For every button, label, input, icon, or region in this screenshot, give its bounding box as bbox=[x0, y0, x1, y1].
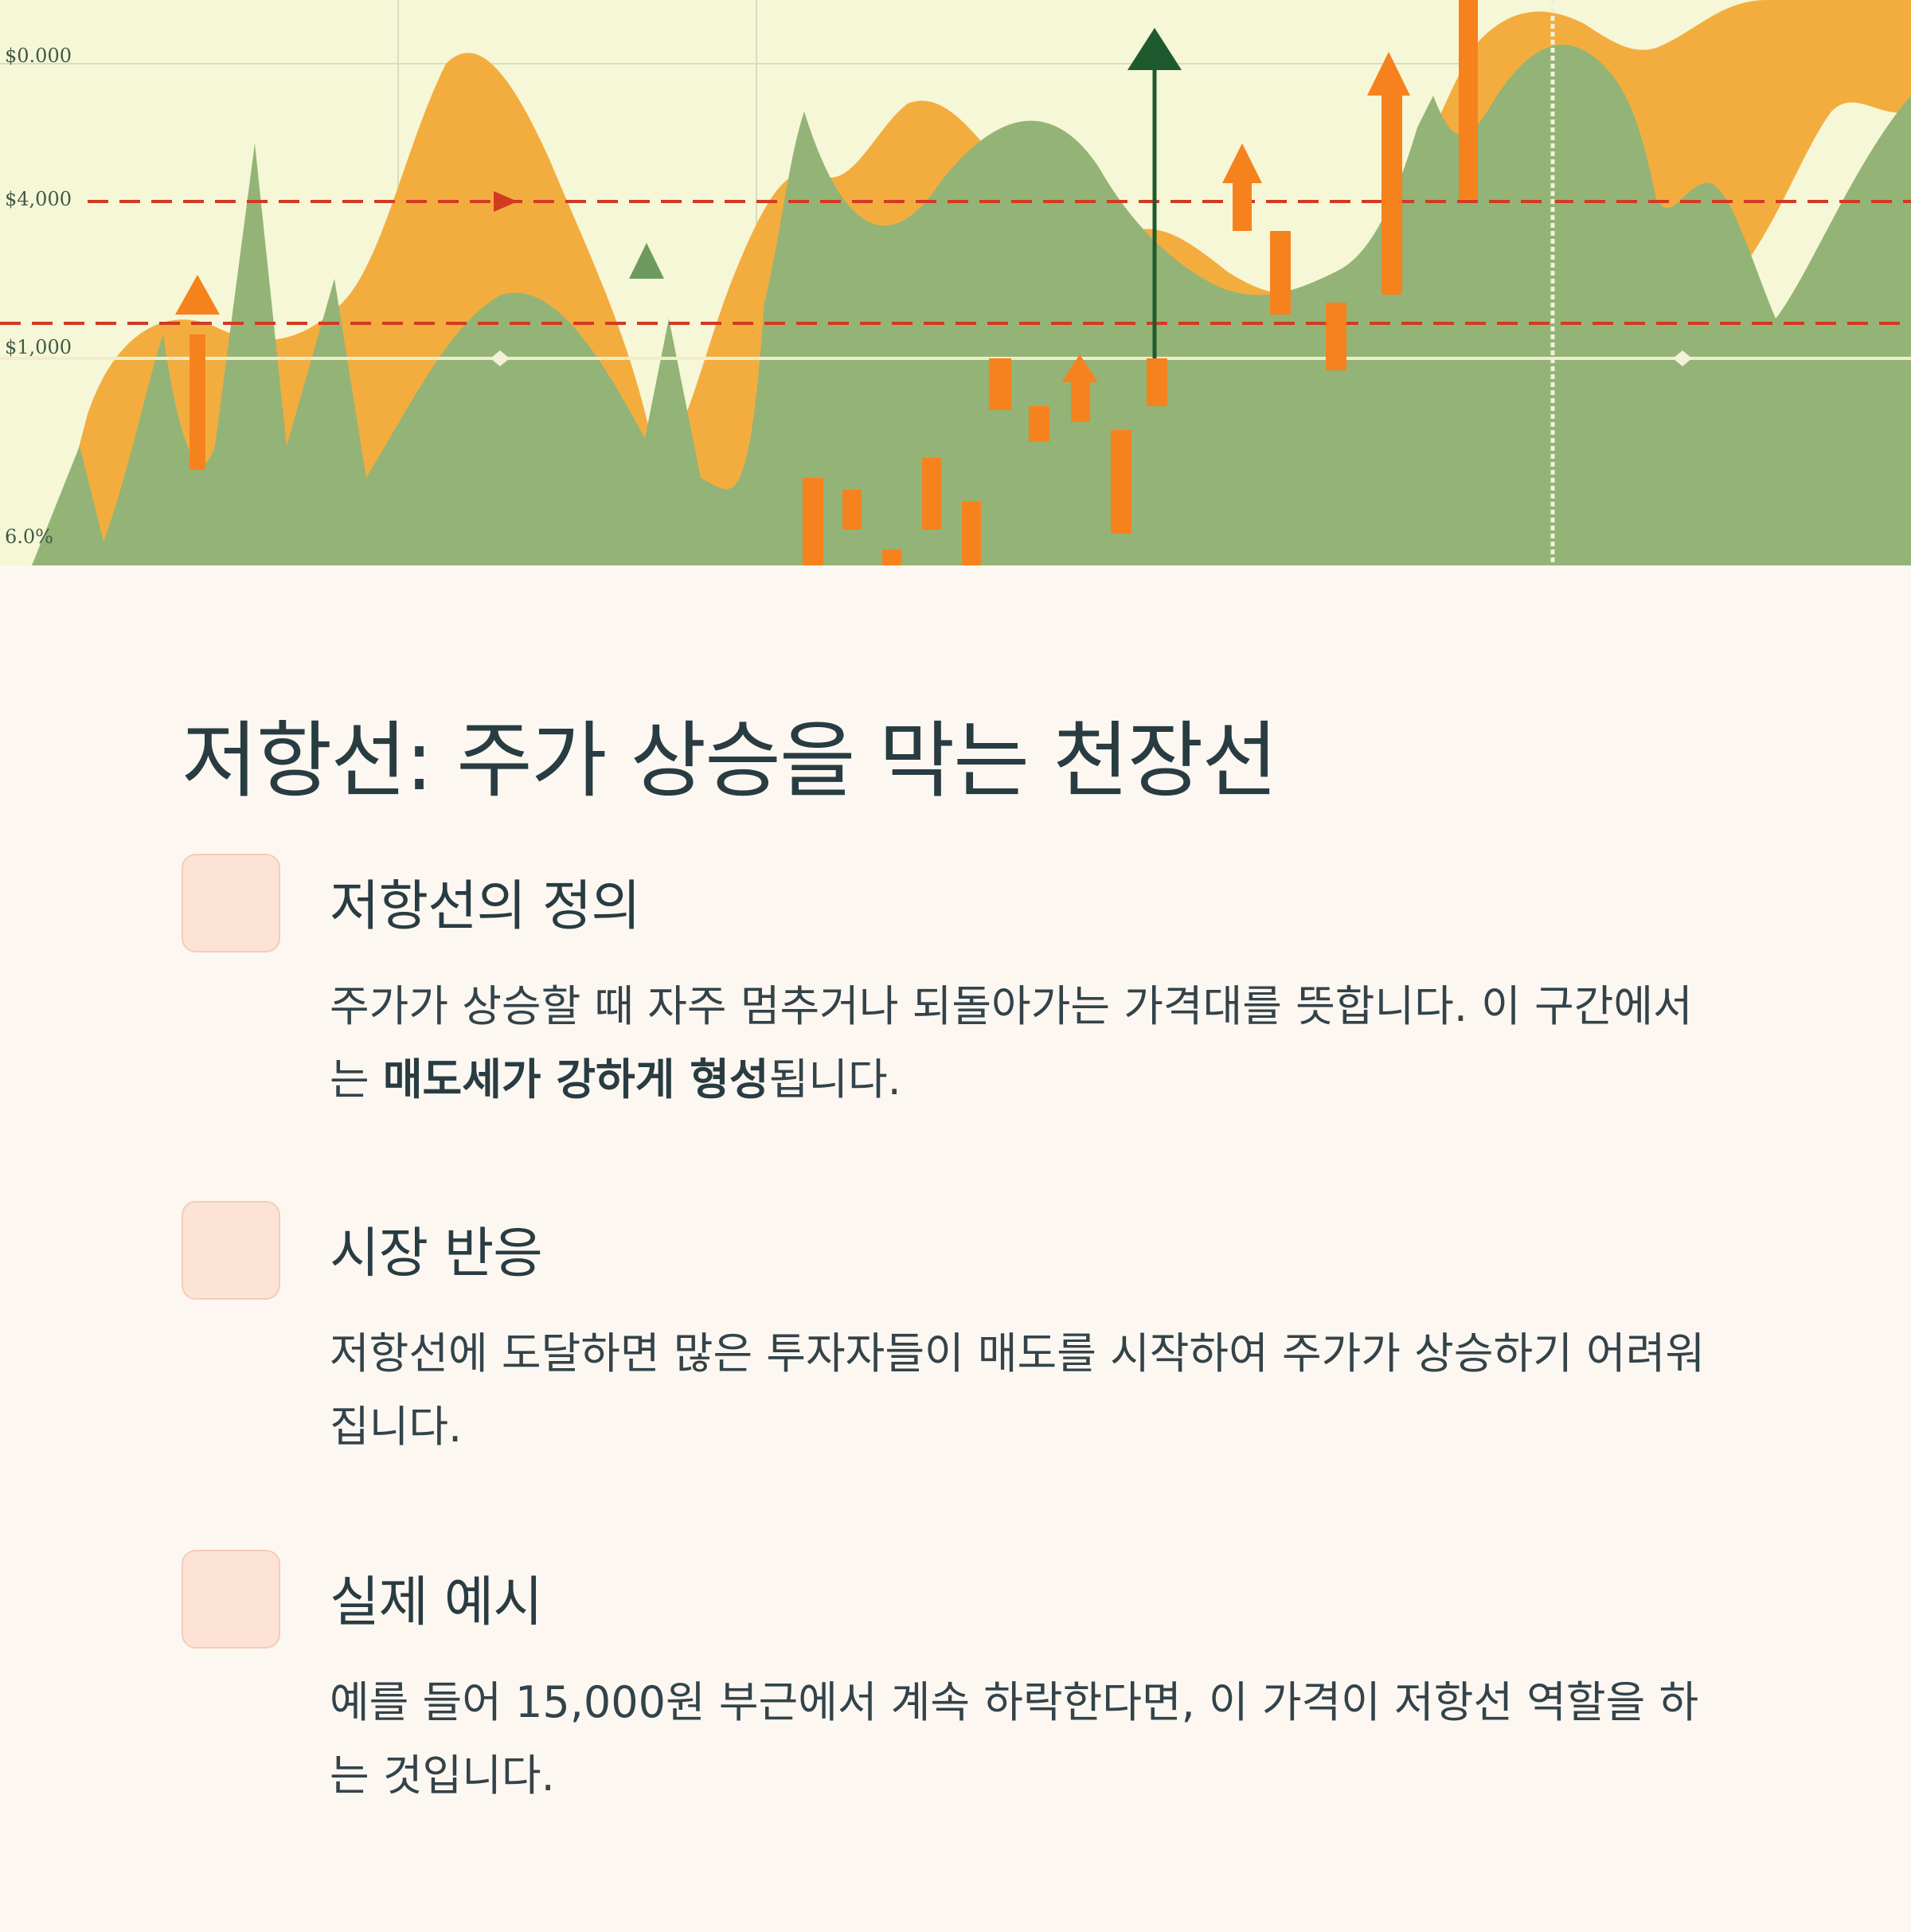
item-body: 저항선에 도달하면 많은 투자자들이 매도를 시작하여 주가가 상승하기 어려워… bbox=[330, 1328, 1706, 1452]
item-market-reaction: 시장 반응 저항선에 도달하면 많은 투자자들이 매도를 시작하여 주가가 상승… bbox=[182, 1201, 1742, 1456]
axis-label-top: $0.000 bbox=[5, 45, 72, 67]
item-icon-box bbox=[182, 1550, 280, 1648]
axis-label-upper: $4,000 bbox=[5, 188, 72, 210]
chart-artwork: $0.000 $4,000 $1,000 6.0% bbox=[0, 0, 1911, 565]
item-body-text-end: 됩니다. bbox=[768, 1054, 901, 1105]
item-example: 실제 예시 예를 들어 15,000원 부근에서 계속 하락한다면, 이 가격이… bbox=[182, 1550, 1742, 1805]
item-heading: 저항선의 정의 bbox=[330, 875, 641, 938]
axis-label-middle: $1,000 bbox=[5, 336, 72, 358]
page-title: 저항선: 주가 상승을 막는 천장선 bbox=[182, 712, 1278, 809]
item-icon-box bbox=[182, 854, 280, 952]
item-body-bold: 매도세가 강하게 형성 bbox=[382, 1054, 769, 1105]
item-heading: 시장 반응 bbox=[330, 1222, 543, 1285]
item-definition: 저항선의 정의 주가가 상승할 때 자주 멈추거나 되돌아가는 가격대를 뜻합니… bbox=[182, 854, 1742, 1109]
item-body: 예를 들어 15,000원 부근에서 계속 하락한다면, 이 가격이 저항선 역… bbox=[330, 1677, 1699, 1801]
item-heading: 실제 예시 bbox=[330, 1571, 543, 1634]
item-body: 주가가 상승할 때 자주 멈추거나 되돌아가는 가격대를 뜻합니다. 이 구간에… bbox=[330, 970, 1731, 1117]
item-body-text: 주가가 상승할 때 자주 멈추거나 되돌아가는 가격대를 뜻합니다. 이 구간에… bbox=[330, 981, 1693, 1105]
axis-label-bottom: 6.0% bbox=[5, 526, 53, 548]
content-section: 저항선: 주가 상승을 막는 천장선 저항선의 정의 주가가 상승할 때 자주 … bbox=[0, 565, 1911, 1932]
item-icon-box bbox=[182, 1201, 280, 1300]
hero-chart-illustration: $0.000 $4,000 $1,000 6.0% bbox=[0, 0, 1911, 565]
